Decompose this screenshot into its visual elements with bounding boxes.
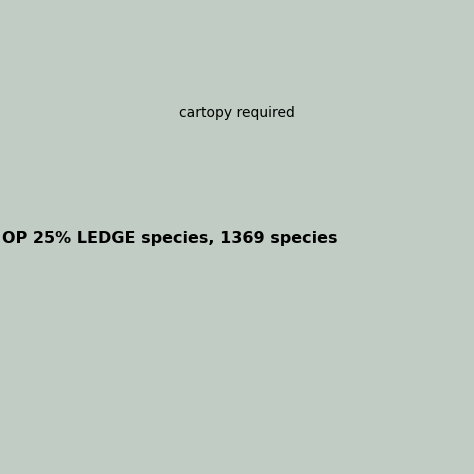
Text: cartopy required: cartopy required	[179, 106, 295, 119]
Text: OP 25% LEDGE species, 1369 species: OP 25% LEDGE species, 1369 species	[2, 231, 338, 246]
